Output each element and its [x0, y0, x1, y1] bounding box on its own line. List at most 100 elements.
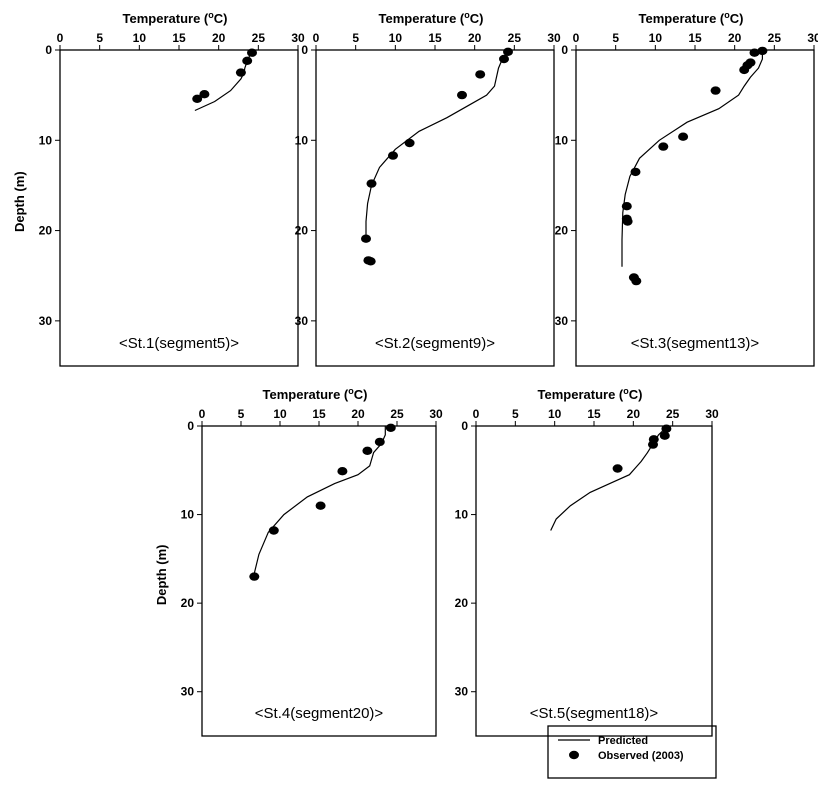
x-tick-label: 5: [512, 407, 519, 421]
plot-frame: [575, 49, 815, 367]
predicted-line: [621, 50, 764, 267]
x-axis-title: Temperature (oC): [123, 10, 228, 26]
y-tick-label: 20: [39, 224, 53, 238]
observed-point: [268, 526, 279, 535]
x-tick-label: 30: [429, 407, 443, 421]
y-tick-label: 10: [295, 133, 309, 147]
x-tick-label: 20: [627, 407, 641, 421]
panel-2: 0 5 10 15 20 25 30 0 10 20 30 Temperature (oC) <St.2…: [295, 10, 561, 367]
x-tick-label: 0: [573, 31, 580, 45]
y-tick-label: 30: [295, 314, 309, 328]
panel-label: <St.1(segment5)>: [119, 335, 239, 352]
observed-point: [749, 48, 760, 57]
observed-point: [249, 572, 260, 581]
x-tick-label: 20: [468, 31, 482, 45]
x-tick-label: 25: [508, 31, 522, 45]
predicted-line: [550, 425, 666, 531]
x-tick-label: 15: [688, 31, 702, 45]
observed-point: [242, 56, 253, 65]
x-tick-label: 15: [172, 31, 186, 45]
observed-point: [404, 138, 415, 148]
x-axis-title: Temperature (oC): [639, 10, 744, 26]
x-tick-label: 10: [273, 407, 287, 421]
x-tick-label: 30: [547, 31, 561, 45]
y-tick-label: 20: [181, 596, 195, 610]
x-tick-label: 30: [291, 31, 305, 45]
observed-point: [385, 423, 396, 432]
x-tick-label: 10: [133, 31, 147, 45]
y-tick-label: 20: [295, 224, 309, 238]
observed-point: [503, 47, 513, 56]
legend-observed-swatch: [569, 750, 579, 760]
x-tick-label: 25: [390, 407, 404, 421]
x-tick-label: 25: [666, 407, 680, 421]
panel-3: 0 5 10 15 20 25 30 0 10 20 30 Temperature (oC) <St.3…: [555, 10, 818, 367]
x-tick-label: 0: [313, 31, 320, 45]
x-tick-label: 0: [57, 31, 64, 45]
x-tick-label: 10: [649, 31, 663, 45]
y-tick-label: 0: [561, 43, 568, 57]
y-tick-label: 30: [455, 685, 469, 699]
observed-point: [622, 217, 633, 226]
panel-label: <St.4(segment20)>: [255, 705, 384, 722]
observed-point: [374, 437, 385, 447]
y-tick-label: 30: [555, 314, 569, 328]
x-tick-label: 10: [548, 407, 562, 421]
observed-point: [630, 167, 641, 177]
x-axis-title: Temperature (oC): [263, 386, 368, 402]
plot-frame: [59, 49, 299, 367]
observed-point: [621, 202, 632, 211]
legend: Predicted Observed (2003): [547, 725, 717, 779]
observed-point: [661, 424, 672, 433]
y-axis-title: Depth (m): [154, 544, 169, 605]
observed-point: [648, 440, 658, 449]
x-tick-label: 15: [587, 407, 601, 421]
x-tick-label: 20: [728, 31, 742, 45]
panel-label: <St.3(segment13)>: [631, 335, 760, 352]
observed-point: [612, 464, 623, 473]
y-tick-label: 30: [181, 685, 195, 699]
x-tick-label: 5: [612, 31, 619, 45]
x-tick-label: 20: [351, 407, 365, 421]
y-tick-label: 0: [301, 43, 308, 57]
observed-point: [315, 501, 326, 510]
x-tick-label: 10: [389, 31, 403, 45]
x-tick-label: 5: [96, 31, 103, 45]
x-axis-title: Temperature (oC): [538, 386, 643, 402]
x-axis-title: Temperature (oC): [379, 10, 484, 26]
observed-point: [247, 48, 257, 57]
y-tick-label: 30: [39, 314, 53, 328]
observed-point: [710, 86, 721, 95]
observed-point: [658, 142, 669, 151]
y-tick-label: 20: [555, 224, 569, 238]
x-tick-label: 15: [312, 407, 326, 421]
x-tick-label: 30: [705, 407, 719, 421]
observed-point: [739, 65, 750, 75]
x-tick-label: 5: [238, 407, 245, 421]
observed-point: [199, 90, 210, 99]
y-tick-label: 20: [455, 596, 469, 610]
x-tick-label: 30: [807, 31, 818, 45]
observed-point: [388, 151, 398, 160]
observed-point: [361, 234, 371, 243]
observed-point: [192, 94, 203, 104]
observed-point: [499, 54, 509, 64]
panel-4: 0 5 10 15 20 25 30 0 10 20 30 Temperature (oC) Depth…: [154, 386, 443, 737]
x-tick-label: 25: [252, 31, 266, 45]
y-tick-label: 0: [461, 419, 468, 433]
observed-point: [365, 257, 376, 266]
plot-frame: [475, 425, 713, 737]
panel-label: <St.5(segment18)>: [530, 705, 659, 722]
predicted-line: [194, 50, 251, 112]
x-tick-label: 25: [768, 31, 782, 45]
x-tick-label: 0: [199, 407, 206, 421]
y-tick-label: 0: [187, 419, 194, 433]
panel-5: 0 5 10 15 20 25 30 0 10 20 30 Temperature (oC) <St.5…: [455, 386, 719, 737]
predicted-line: [365, 49, 509, 240]
y-axis-title: Depth (m): [12, 171, 27, 232]
observed-point: [235, 68, 246, 77]
x-tick-label: 20: [212, 31, 226, 45]
observed-point: [366, 179, 377, 188]
y-tick-label: 10: [555, 133, 569, 147]
